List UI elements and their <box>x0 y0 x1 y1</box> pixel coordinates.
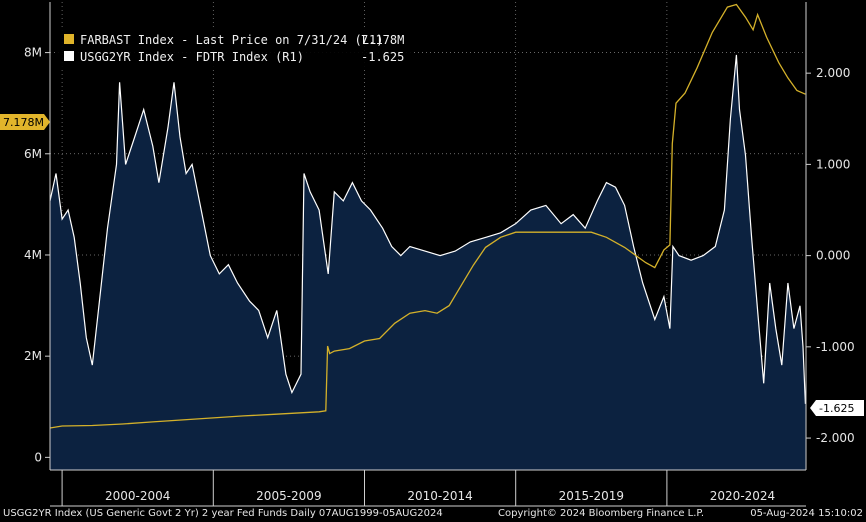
left-tick-label: 8M <box>24 46 42 60</box>
right-tick-label: -2.000 <box>816 431 855 445</box>
right-last-value-tag: -1.625 <box>810 400 864 416</box>
legend-swatch-gold <box>64 34 74 44</box>
legend-label-spread: USGG2YR Index - FDTR Index (R1) <box>80 50 304 64</box>
fed-assets-line-layer <box>49 3 806 429</box>
right-tick-label: 1.000 <box>816 157 850 171</box>
footer: USGG2YR Index (US Generic Govt 2 Yr) 2 y… <box>3 508 863 519</box>
x-tick-label: 2015-2019 <box>559 489 624 503</box>
legend-value-farbast: 7.178M <box>361 33 404 47</box>
legend-label-farbast: FARBAST Index - Last Price on 7/31/24 (L… <box>80 33 383 47</box>
right-axis-labels: 2.000 1.000 0.000 -1.000 -2.000 <box>806 66 855 445</box>
x-tick-label: 2005-2009 <box>256 489 321 503</box>
right-tick-label: -1.000 <box>816 340 855 354</box>
left-tick-label: 4M <box>24 248 42 262</box>
legend-value-spread: -1.625 <box>361 50 404 64</box>
legend-background <box>56 28 412 68</box>
x-tick-label: 2010-2014 <box>407 489 472 503</box>
footer-timestamp: 05-Aug-2024 15:10:02 <box>750 508 863 519</box>
footer-copyright: Copyright© 2024 Bloomberg Finance L.P. <box>498 508 704 519</box>
x-axis-labels: 2000-2004 2005-2009 2010-2014 2015-2019 2020… <box>105 489 775 503</box>
left-axis-labels: 0 2M 4M 6M 8M <box>24 46 50 464</box>
left-tick-label: 2M <box>24 349 42 363</box>
left-last-value-tag: 7.178M <box>0 114 50 130</box>
spread-series-line <box>49 54 806 404</box>
right-tag-label: -1.625 <box>819 402 854 415</box>
left-tick-label: 0 <box>34 450 42 464</box>
left-tick-label: 6M <box>24 147 42 161</box>
x-tick-label: 2000-2004 <box>105 489 170 503</box>
legend: FARBAST Index - Last Price on 7/31/24 (L… <box>56 28 412 68</box>
axes <box>49 2 807 507</box>
right-tick-label: 0.000 <box>816 249 850 263</box>
spread-area-layer <box>49 54 806 471</box>
x-tick-label: 2020-2024 <box>710 489 775 503</box>
left-tag-label: 7.178M <box>3 116 44 129</box>
fed-assets-series-line <box>49 3 806 429</box>
right-tick-label: 2.000 <box>816 66 850 80</box>
left-tag-shape <box>0 114 50 130</box>
spread-area-fill <box>50 54 806 471</box>
right-tag-shape <box>810 400 864 416</box>
footer-description: USGG2YR Index (US Generic Govt 2 Yr) 2 y… <box>3 508 443 519</box>
legend-swatch-white <box>64 51 74 61</box>
